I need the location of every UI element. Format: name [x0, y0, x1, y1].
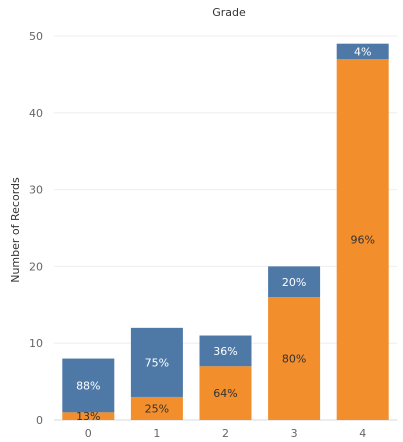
data-label-3-0: 80%	[282, 353, 306, 366]
data-label-0-1: 88%	[76, 379, 100, 392]
bar-group-1[interactable]: 25% 75%	[130, 327, 183, 420]
data-label-0-0: 13%	[76, 410, 100, 423]
bar-group-2[interactable]: 64% 36%	[199, 335, 252, 420]
bar-segment-0-0[interactable]	[62, 412, 115, 420]
bar-segment-1-1[interactable]	[130, 327, 183, 397]
y-tick-label-10: 10	[29, 337, 43, 350]
y-tick-label-0: 0	[36, 414, 43, 427]
chart-title: Grade	[212, 6, 246, 19]
data-label-4-1: 4%	[354, 45, 371, 58]
y-tick-label-50: 50	[29, 30, 43, 43]
bars: 13% 88% 25% 75% 64% 36% 80% 20% 96% 4%	[62, 43, 389, 424]
x-tick-label-1: 1	[153, 427, 160, 440]
bar-group-4[interactable]: 96% 4%	[336, 43, 389, 420]
bar-segment-3-1[interactable]	[268, 266, 321, 298]
y-axis-title: Number of Records	[9, 177, 22, 283]
bar-segment-3-0[interactable]	[268, 297, 321, 420]
data-label-2-0: 64%	[213, 387, 237, 400]
bar-segment-0-1[interactable]	[62, 358, 115, 413]
data-label-4-0: 96%	[350, 234, 374, 247]
x-tick-label-4: 4	[359, 427, 366, 440]
bar-segment-2-1[interactable]	[199, 335, 252, 367]
x-axis-ticks: 0 1 2 3 4	[85, 427, 366, 440]
x-tick-label-2: 2	[222, 427, 229, 440]
data-label-3-1: 20%	[282, 276, 306, 289]
data-label-1-0: 25%	[145, 402, 169, 415]
y-tick-label-30: 30	[29, 184, 43, 197]
data-label-2-1: 36%	[213, 345, 237, 358]
y-tick-label-20: 20	[29, 260, 43, 273]
bar-segment-4-1[interactable]	[336, 43, 389, 60]
bar-segment-2-0[interactable]	[199, 366, 252, 420]
bar-segment-1-0[interactable]	[130, 396, 183, 420]
bar-group-3[interactable]: 80% 20%	[268, 266, 321, 420]
data-label-1-1: 75%	[145, 356, 169, 369]
bar-segment-4-0[interactable]	[336, 59, 389, 420]
bar-group-0[interactable]: 13% 88%	[62, 358, 115, 424]
y-axis-ticks: 0 10 20 30 40 50	[29, 30, 43, 427]
y-tick-label-40: 40	[29, 107, 43, 120]
x-tick-label-0: 0	[85, 427, 92, 440]
x-tick-label-3: 3	[291, 427, 298, 440]
